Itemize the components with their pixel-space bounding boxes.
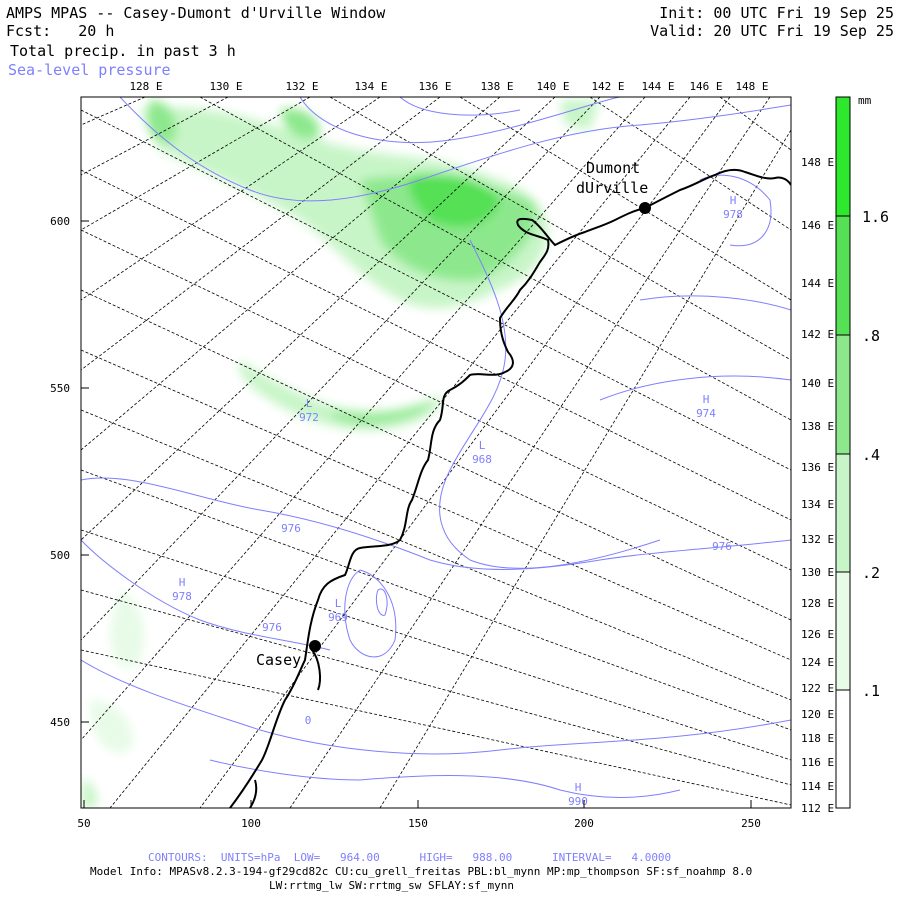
- colorbar-segment: [836, 690, 850, 808]
- lon-label: 116 E: [801, 756, 834, 769]
- lon-label: 146 E: [689, 80, 722, 93]
- high-label: H: [730, 194, 737, 207]
- colorbar-unit: mm: [858, 94, 872, 107]
- lon-label: 148 E: [801, 156, 834, 169]
- lon-label: 114 E: [801, 780, 834, 793]
- lon-label: 112 E: [801, 802, 834, 815]
- lon-label: 146 E: [801, 219, 834, 232]
- lon-label: 136 E: [801, 461, 834, 474]
- forecast-hour: Fcst: 20 h: [6, 22, 115, 40]
- y-tick-label: 600: [50, 215, 70, 228]
- low-label: L: [306, 397, 313, 410]
- high-value: 978: [172, 590, 192, 603]
- colorbar: mm .1 .2 .4 .8 1.6: [835, 94, 889, 809]
- low-value: 972: [299, 411, 319, 424]
- low-label: L: [335, 597, 342, 610]
- lon-label: 134 E: [801, 498, 834, 511]
- casey-marker: [309, 640, 321, 652]
- colorbar-level: .8: [862, 327, 880, 345]
- y-tick-label: 450: [50, 716, 70, 729]
- lon-label: 130 E: [209, 80, 242, 93]
- map-panel: Dumont dUrville Casey H 978 L 972 L 968 …: [81, 97, 791, 808]
- high-label: H: [703, 393, 710, 406]
- colorbar-segment: [836, 216, 850, 335]
- field-name: Total precip. in past 3 h: [10, 42, 236, 60]
- dumont-label-2: dUrville: [576, 179, 648, 197]
- contour-label: 976: [712, 540, 732, 553]
- casey-label: Casey: [256, 651, 301, 669]
- station-markers: Dumont dUrville Casey: [256, 159, 651, 669]
- colorbar-level: .1: [862, 682, 880, 700]
- lon-label: 140 E: [536, 80, 569, 93]
- lon-label: 120 E: [801, 708, 834, 721]
- lon-label: 136 E: [418, 80, 451, 93]
- lon-label: 142 E: [801, 328, 834, 341]
- x-tick-label: 250: [741, 817, 761, 830]
- colorbar-level: .2: [862, 564, 880, 582]
- lon-label: 138 E: [480, 80, 513, 93]
- lon-label: 140 E: [801, 377, 834, 390]
- init-time: Init: 00 UTC Fri 19 Sep 25: [659, 4, 894, 22]
- lon-label: 128 E: [801, 597, 834, 610]
- pressure-contours: [81, 97, 791, 798]
- lat-lon-grid: [81, 97, 791, 808]
- colorbar-segment: [836, 572, 850, 690]
- high-value: 974: [696, 407, 716, 420]
- x-tick-label: 200: [574, 817, 594, 830]
- x-tick-label: 50: [77, 817, 90, 830]
- lon-label: 134 E: [354, 80, 387, 93]
- x-tick-label: 100: [241, 817, 261, 830]
- lon-label: 126 E: [801, 628, 834, 641]
- lon-label: 130 E: [801, 566, 834, 579]
- lon-label: 142 E: [591, 80, 624, 93]
- colorbar-level: 1.6: [862, 208, 889, 226]
- model-info: Model Info: MPASv8.2.3-194-gf29cd82c CU:…: [90, 865, 753, 878]
- colorbar-segment: [836, 97, 850, 216]
- lon-label: 128 E: [129, 80, 162, 93]
- low-label: L: [479, 439, 486, 452]
- pressure-centers: H 978 L 972 L 968 H 974 H 978 L 969 H 99…: [172, 194, 743, 808]
- contour-label: 0: [305, 714, 312, 727]
- low-value: 969: [328, 611, 348, 624]
- y-tick-label: 550: [50, 382, 70, 395]
- high-label: H: [575, 781, 582, 794]
- colorbar-level: .4: [862, 446, 880, 464]
- y-tick-label: 500: [50, 549, 70, 562]
- colorbar-segment: [836, 335, 850, 454]
- dumont-label-1: Dumont: [586, 159, 640, 177]
- high-value: 978: [723, 208, 743, 221]
- model-info-2: LW:rrtmg_lw SW:rrtmg_sw SFLAY:sf_mynn: [269, 879, 515, 892]
- lon-label: 124 E: [801, 656, 834, 669]
- top-lon-labels: 128 E 130 E 132 E 134 E 136 E 138 E 140 …: [129, 80, 768, 93]
- map-title: AMPS MPAS -- Casey-Dumont d'Urville Wind…: [6, 4, 386, 22]
- y-axis-ticks: 600 550 500 450: [50, 215, 89, 729]
- overlay-name: Sea-level pressure: [8, 61, 171, 79]
- high-value: 990: [568, 795, 588, 808]
- lon-label: 138 E: [801, 420, 834, 433]
- low-value: 968: [472, 453, 492, 466]
- valid-time: Valid: 20 UTC Fri 19 Sep 25: [650, 22, 894, 40]
- lon-label: 132 E: [285, 80, 318, 93]
- right-lon-labels: 148 E 146 E 144 E 142 E 140 E 138 E 136 …: [801, 156, 834, 815]
- lon-label: 144 E: [801, 277, 834, 290]
- contour-label: 976: [262, 621, 282, 634]
- contours-info: CONTOURS: UNITS=hPa LOW= 964.00 HIGH= 98…: [148, 851, 672, 864]
- lon-label: 132 E: [801, 533, 834, 546]
- lon-label: 122 E: [801, 682, 834, 695]
- x-axis-ticks: 50 100 150 200 250: [77, 800, 761, 830]
- contour-label: 976: [281, 522, 301, 535]
- map-frame: [80, 96, 792, 809]
- x-tick-label: 150: [408, 817, 428, 830]
- lon-label: 144 E: [641, 80, 674, 93]
- high-label: H: [179, 576, 186, 589]
- lon-label: 148 E: [735, 80, 768, 93]
- dumont-durville-marker: [639, 202, 651, 214]
- lon-label: 118 E: [801, 732, 834, 745]
- colorbar-segment: [836, 454, 850, 572]
